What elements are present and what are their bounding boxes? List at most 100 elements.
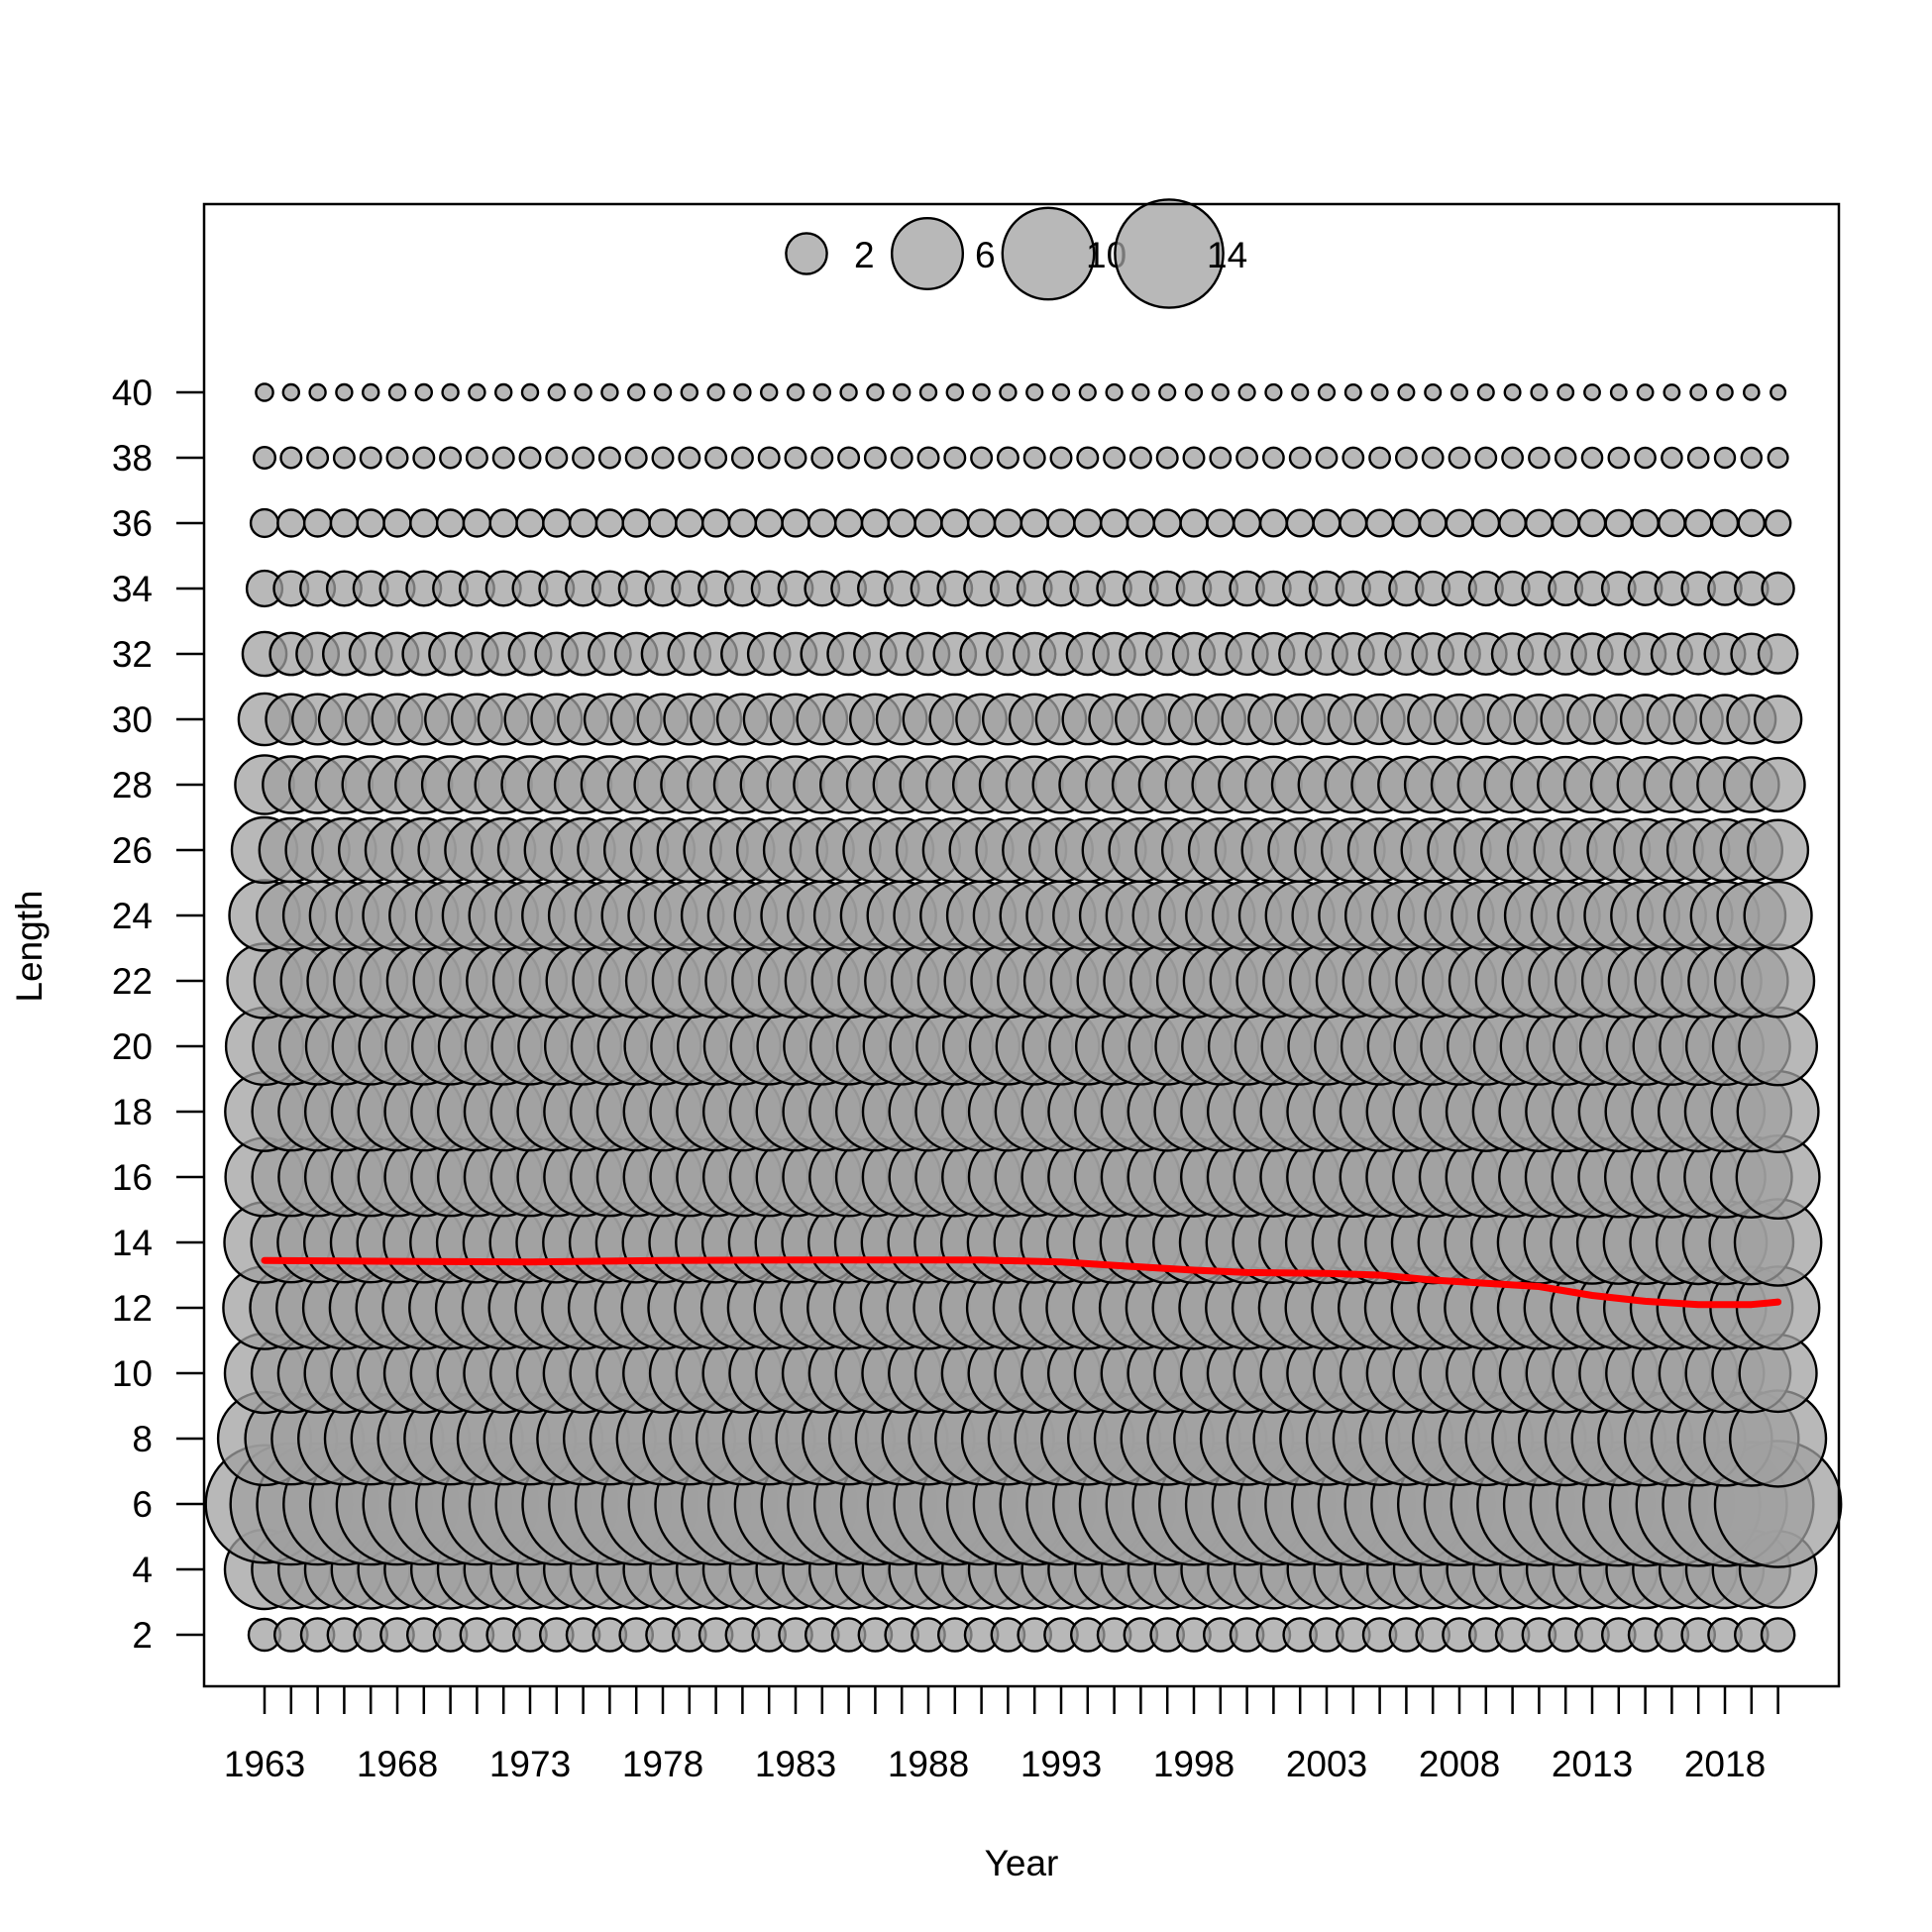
- bubble-1967-len-36: [356, 508, 385, 538]
- bubble-2008-len-36: [1445, 508, 1474, 538]
- bubble-2015-len-36: [1631, 508, 1660, 538]
- bubble-1988-len-36: [913, 508, 943, 538]
- bubble-1977-len-36: [621, 508, 651, 538]
- bubble-2005-len-36: [1365, 508, 1395, 538]
- x-tick-label-1968: 1968: [357, 1744, 438, 1784]
- bubble-2020-len-26: [1747, 818, 1810, 882]
- bubble-1966-len-36: [329, 508, 360, 538]
- bubble-2007-len-36: [1418, 508, 1448, 538]
- y-tick-label-28: 28: [112, 765, 153, 805]
- legend-label-6: 6: [975, 235, 996, 275]
- bubble-1965-len-40: [308, 382, 327, 402]
- bubble-1983-len-38: [784, 446, 807, 470]
- bubble-1979-len-36: [675, 508, 704, 538]
- bubble-1963-len-40: [255, 382, 274, 402]
- bubble-1989-len-38: [943, 446, 967, 470]
- bubble-2003-len-36: [1312, 508, 1342, 538]
- bubble-2010-len-36: [1498, 508, 1528, 538]
- y-tick-label-24: 24: [112, 896, 153, 936]
- bubble-2018-len-40: [1716, 383, 1734, 401]
- x-tick-label-1973: 1973: [489, 1744, 571, 1784]
- bubble-2017-len-38: [1686, 446, 1710, 470]
- bubble-1965-len-38: [306, 446, 330, 470]
- y-tick-label-34: 34: [112, 569, 153, 609]
- bubble-1969-len-40: [414, 382, 433, 402]
- bubble-2007-len-40: [1424, 383, 1443, 402]
- bubble-1996-len-40: [1131, 382, 1150, 402]
- bubble-2017-len-40: [1689, 383, 1708, 401]
- bubble-1997-len-38: [1155, 446, 1179, 470]
- x-tick-label-2008: 2008: [1419, 1744, 1500, 1784]
- bubble-2019-len-36: [1737, 508, 1767, 538]
- bubble-2009-len-38: [1474, 446, 1498, 470]
- y-axis-label: Length: [9, 890, 50, 1002]
- bubble-1990-len-40: [972, 382, 991, 402]
- bubble-2015-len-40: [1636, 383, 1655, 401]
- bubble-1998-len-40: [1184, 382, 1204, 402]
- bubble-1970-len-36: [435, 508, 466, 538]
- legend-bubble-10: [1001, 206, 1096, 301]
- bubble-1975-len-36: [568, 508, 598, 538]
- y-tick-label-20: 20: [112, 1026, 153, 1067]
- bubble-1967-len-40: [362, 382, 380, 402]
- bubble-2006-len-38: [1395, 446, 1418, 470]
- bubble-1987-len-36: [887, 508, 916, 538]
- bubble-1978-len-36: [648, 508, 678, 538]
- bubble-1987-len-40: [893, 382, 912, 402]
- bubble-2004-len-36: [1339, 508, 1368, 538]
- bubble-1991-len-36: [993, 508, 1022, 538]
- y-tick-label-10: 10: [112, 1353, 153, 1394]
- bubble-2011-len-40: [1530, 383, 1549, 402]
- y-tick-label-22: 22: [112, 961, 153, 1002]
- bubble-1980-len-40: [706, 382, 725, 402]
- bubble-1972-len-38: [491, 446, 515, 470]
- bubble-1992-len-38: [1022, 446, 1046, 470]
- y-tick-label-30: 30: [112, 699, 153, 740]
- bubble-1964-len-36: [276, 508, 306, 538]
- bubble-2008-len-40: [1449, 383, 1468, 402]
- bubble-1996-len-38: [1128, 446, 1152, 470]
- bubble-2005-len-38: [1368, 446, 1392, 470]
- bubble-1997-len-40: [1158, 382, 1177, 402]
- y-tick-label-40: 40: [112, 373, 153, 413]
- bubble-1988-len-38: [916, 446, 940, 470]
- bubble-1998-len-38: [1182, 446, 1206, 470]
- bubble-2004-len-38: [1342, 446, 1365, 470]
- bubble-1968-len-38: [385, 446, 409, 470]
- x-tick-label-1998: 1998: [1153, 1744, 1234, 1784]
- bubble-1977-len-40: [627, 382, 646, 402]
- x-tick-label-2003: 2003: [1286, 1744, 1367, 1784]
- bubble-1982-len-36: [754, 508, 784, 538]
- y-tick-label-2: 2: [132, 1615, 153, 1656]
- bubble-2000-len-40: [1237, 382, 1256, 402]
- bubble-1976-len-38: [597, 446, 621, 470]
- bubble-2014-len-40: [1609, 383, 1628, 401]
- bubble-2020-len-34: [1761, 571, 1795, 606]
- bubble-2012-len-38: [1554, 446, 1577, 470]
- bubble-1985-len-40: [839, 382, 858, 402]
- bubble-2019-len-38: [1740, 446, 1764, 470]
- bubble-1993-len-40: [1051, 382, 1071, 402]
- bubble-1966-len-40: [335, 382, 354, 402]
- bubble-1982-len-40: [760, 382, 779, 402]
- bubble-1976-len-36: [594, 508, 625, 538]
- bubble-1995-len-36: [1099, 508, 1129, 538]
- bubble-1983-len-40: [786, 382, 805, 402]
- bubble-1965-len-36: [302, 508, 333, 538]
- bubble-2014-len-36: [1604, 508, 1634, 538]
- bubble-2015-len-38: [1634, 446, 1657, 470]
- bubble-layer: [204, 382, 1843, 1653]
- bubble-1995-len-38: [1103, 446, 1127, 470]
- bubble-1981-len-40: [733, 382, 752, 402]
- y-tick-label-26: 26: [112, 830, 153, 871]
- y-tick-label-16: 16: [112, 1157, 153, 1198]
- bubble-2000-len-36: [1233, 508, 1262, 538]
- bubble-2016-len-38: [1661, 446, 1683, 470]
- legend-bubble-14: [1114, 198, 1225, 309]
- bubble-2008-len-38: [1448, 446, 1471, 470]
- bubble-1996-len-36: [1126, 508, 1155, 538]
- bubble-1984-len-38: [810, 446, 834, 470]
- bubble-1994-len-40: [1078, 382, 1097, 402]
- bubble-1972-len-36: [488, 508, 518, 538]
